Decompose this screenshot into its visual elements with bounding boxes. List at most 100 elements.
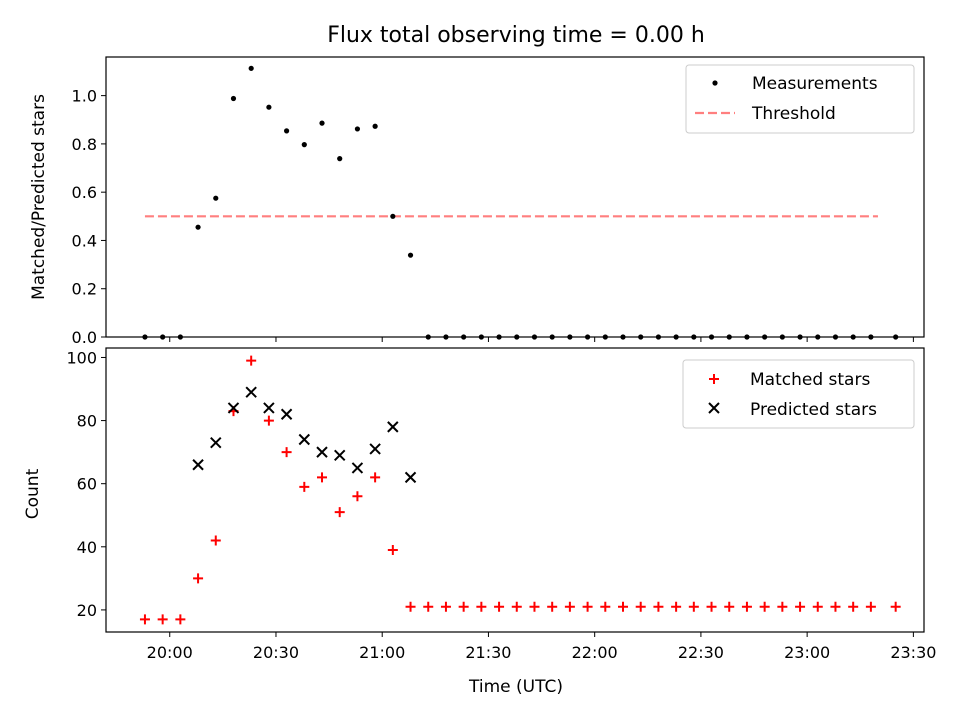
x-tick-label: 20:30: [253, 643, 299, 662]
y-tick-label: 100: [66, 348, 97, 367]
measurement-point: [638, 334, 644, 340]
measurement-point: [567, 334, 573, 340]
matched-star-point: [299, 481, 310, 492]
y-tick-label: 40: [77, 538, 97, 557]
matched-star-point: [458, 601, 469, 612]
measurement-point: [832, 334, 839, 340]
matched-star-point: [139, 614, 150, 625]
predicted-star-point: [280, 408, 293, 420]
matched-star-point: [635, 601, 646, 612]
measurement-point: [602, 334, 608, 340]
matched-star-point: [600, 601, 611, 612]
measurement-point: [850, 334, 856, 340]
measurement-point: [283, 128, 290, 134]
matched-star-point: [511, 601, 522, 612]
matched-star-point: [564, 601, 575, 612]
measurement-point: [248, 65, 254, 71]
matched-star-point: [529, 601, 540, 612]
measurement-point: [478, 334, 484, 340]
matched-star-point: [423, 601, 434, 612]
matched-star-point: [157, 614, 168, 625]
measurement-point: [213, 195, 219, 201]
x-tick-label: 21:30: [465, 643, 511, 662]
matched-star-point: [890, 601, 901, 612]
measurement-point: [815, 334, 821, 340]
matched-star-point: [653, 601, 664, 612]
y-tick-label: 1.0: [72, 87, 97, 106]
predicted-star-point: [263, 402, 275, 414]
y-tick-label: 0.6: [72, 183, 97, 202]
measurement-point: [372, 123, 378, 129]
measurement-point: [691, 334, 697, 340]
matched-star-point: [865, 601, 876, 612]
matched-star-point: [848, 601, 859, 612]
measurement-point: [496, 334, 502, 340]
measurement-point: [797, 334, 803, 340]
matched-star-point: [494, 601, 505, 612]
matched-star-point: [724, 601, 735, 612]
predicted-star-point: [334, 449, 346, 461]
matched-star-point: [317, 472, 328, 483]
measurement-point: [337, 156, 343, 162]
matched-star-point: [334, 507, 345, 518]
legend-label-matched: Matched stars: [750, 370, 870, 390]
matched-star-point: [671, 601, 682, 612]
measurement-point: [868, 334, 874, 340]
matched-star-point: [387, 544, 398, 555]
measurement-point: [584, 334, 591, 340]
predicted-star-point: [192, 459, 204, 471]
bottom-axes: 20:00 20:30 21:00 21:30 22:00 22:30 23:00 23:30…: [66, 347, 936, 662]
measurement-point: [354, 126, 361, 132]
predicted-star-point: [351, 462, 364, 474]
measurement-point: [726, 334, 732, 340]
chart-title: Flux total observing time = 0.00 h: [327, 23, 705, 48]
legend-swatch-predicted: [708, 402, 720, 414]
measurement-point: [230, 95, 237, 102]
predicted-star-point: [227, 402, 240, 414]
x-tick-label: 20:00: [147, 643, 193, 662]
matched-star-point: [210, 535, 221, 546]
y-tick-label: 80: [77, 412, 97, 431]
measurement-point: [266, 104, 272, 110]
matched-star-point: [281, 447, 292, 458]
measurement-point: [708, 334, 715, 340]
top-legend: [685, 64, 915, 134]
predicted-star-point: [316, 446, 328, 458]
measurement-point: [195, 224, 201, 230]
measurement-point: [779, 334, 785, 340]
matched-star-point: [405, 601, 416, 612]
matched-star-point: [476, 601, 487, 612]
measurement-point: [425, 334, 431, 340]
measurement-point: [549, 334, 555, 340]
measurement-point: [531, 334, 538, 340]
measurement-point: [160, 334, 166, 340]
measurement-point: [461, 334, 467, 340]
x-tick-label: 22:30: [678, 643, 724, 662]
y-tick-label: 60: [77, 475, 97, 494]
measurement-point: [142, 334, 148, 340]
measurement-point: [712, 80, 718, 86]
matched-star-point: [175, 614, 186, 625]
y-tick-label: 20: [77, 601, 97, 620]
matched-star-point: [618, 601, 629, 612]
matched-star-point: [582, 601, 593, 612]
x-tick-label: 22:00: [572, 643, 618, 662]
predicted-star-point: [387, 421, 399, 433]
y-tick-label: 0.8: [72, 135, 97, 154]
top-y-axis-label: Matched/Predicted stars: [29, 94, 49, 300]
top-axes: 0.0 0.2 0.4 0.6 0.8 1.0 Measurements Threshold: [72, 56, 925, 347]
matched-star-point: [440, 601, 451, 612]
matched-star-point: [777, 601, 788, 612]
measurement-point: [443, 334, 449, 340]
matched-star-point: [706, 601, 717, 612]
matched-star-point: [830, 601, 841, 612]
measurement-point: [673, 334, 679, 340]
bottom-legend: [682, 359, 915, 429]
matched-star-point: [193, 573, 204, 584]
measurement-point: [893, 334, 899, 340]
measurement-point: [620, 334, 626, 340]
y-tick-label: 0.2: [72, 280, 97, 299]
matched-star-point: [812, 601, 823, 612]
measurement-point: [177, 334, 183, 340]
